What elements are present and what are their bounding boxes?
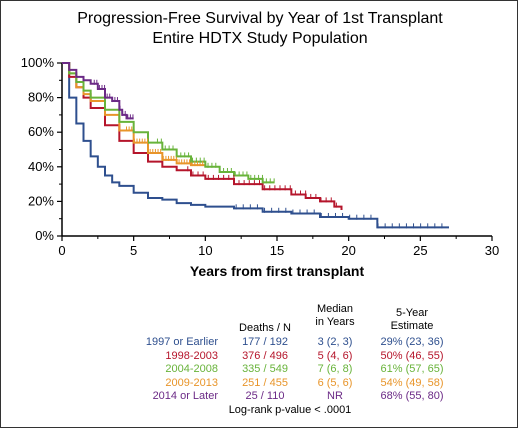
y-tick-label: 0% [35, 228, 54, 243]
censor-marks [93, 79, 443, 229]
series-line-2 [62, 62, 275, 184]
series-lines [62, 62, 449, 229]
x-tick-label: 10 [198, 243, 212, 258]
x-tick-label: 30 [485, 243, 499, 258]
series-line-3 [62, 62, 207, 167]
x-tick-label: 20 [341, 243, 355, 258]
x-axis-label: Years from first transplant [190, 263, 365, 279]
y-tick-label: 80% [28, 90, 54, 105]
series-line-4 [62, 62, 134, 120]
series-line-1 [62, 62, 343, 211]
chart-title: Progression-Free Survival by Year of 1st… [0, 9, 520, 49]
x-tick-label: 5 [130, 243, 137, 258]
chart-title-line-1: Progression-Free Survival by Year of 1st… [77, 10, 443, 27]
chart-title-line-2: Entire HDTX Study Population [152, 30, 368, 47]
x-tick-label: 0 [58, 243, 65, 258]
series-line-0 [62, 62, 449, 229]
y-tick-label: 40% [28, 159, 54, 174]
y-tick-label: 100% [21, 55, 55, 70]
y-tick-label: 20% [28, 193, 54, 208]
x-tick-label: 25 [413, 243, 427, 258]
chart-axes [61, 63, 492, 237]
y-tick-label: 60% [28, 124, 54, 139]
x-tick-label: 15 [270, 243, 284, 258]
axis-ticks: 0 5 10 15 20 25 30 0% 20% 40% 60% 80% 100% [21, 55, 499, 258]
